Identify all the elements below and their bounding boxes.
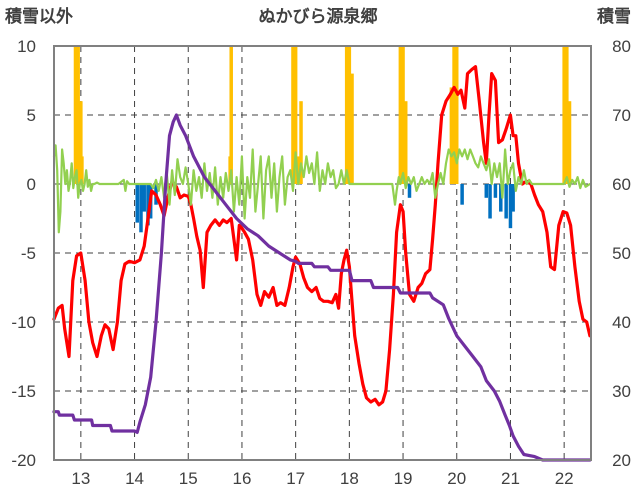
right-tick-label: 40 [612, 313, 631, 332]
x-tick-label: 14 [125, 469, 144, 488]
x-tick-label: 17 [286, 469, 305, 488]
left-tick-label: -10 [11, 313, 36, 332]
snowfall-bar [455, 46, 459, 184]
right-axis-label: 積雪 [597, 6, 631, 26]
precipitation-bar [407, 184, 412, 198]
precipitation-bar [146, 184, 150, 226]
right-tick-label: 20 [612, 451, 631, 470]
snowfall-bar [73, 46, 78, 184]
chart-title: ぬかびら源泉郷 [259, 6, 378, 26]
left-tick-label: 5 [27, 106, 36, 125]
snowfall-bar [562, 46, 566, 184]
x-tick-label: 20 [447, 469, 466, 488]
right-tick-label: 30 [612, 382, 631, 401]
precipitation-bar [460, 184, 464, 205]
plot-frame [53, 45, 592, 461]
precipitation-bar [484, 184, 489, 198]
snowfall-bar [452, 46, 456, 184]
snowfall-bar [299, 101, 303, 184]
precipitation-bar [504, 184, 508, 219]
left-axis-label: 積雪以外 [5, 6, 73, 26]
x-tick-label: 13 [71, 469, 90, 488]
snowfall-bar [296, 156, 301, 184]
snowfall-bar [293, 46, 298, 184]
precipitation-bar [139, 184, 143, 233]
snow-depth-line [52, 113, 592, 462]
snowfall-bar [291, 46, 295, 184]
precipitation-bar [511, 184, 515, 212]
left-tick-label: -5 [21, 244, 36, 263]
x-tick-label: 21 [501, 469, 520, 488]
snowfall-bar [344, 46, 349, 184]
x-tick-label: 18 [340, 469, 359, 488]
snowfall-bar [350, 73, 354, 184]
temperature-line [52, 65, 592, 407]
x-tick-label: 19 [394, 469, 413, 488]
left-tick-label: -20 [11, 451, 36, 470]
precipitation-bar [493, 184, 498, 198]
snowfall-bar [401, 46, 405, 184]
wind-speed-line [52, 144, 591, 234]
precipitation-bar [142, 184, 146, 212]
grid [54, 46, 591, 460]
right-tick-label: 50 [612, 244, 631, 263]
snowfall-bar [76, 46, 80, 184]
snowfall-bar [398, 46, 403, 184]
left-tick-label: 0 [27, 175, 36, 194]
snowfall-bar [449, 87, 454, 184]
right-tick-label: 60 [612, 175, 631, 194]
snowfall-bar [347, 46, 352, 184]
precipitation-bar [135, 184, 139, 223]
x-tick-label: 15 [179, 469, 198, 488]
precipitation-bar [499, 184, 503, 212]
x-tick-labels: 13 14 15 16 17 18 19 20 21 22 [71, 469, 573, 488]
left-tick-labels: 10 5 0 -5 -10 -15 -20 [11, 37, 36, 470]
precipitation-bar [508, 184, 513, 229]
right-tick-label: 80 [612, 37, 631, 56]
snowfall-bar [565, 46, 569, 184]
snowfall-bar [229, 46, 233, 184]
left-tick-label: 10 [17, 37, 36, 56]
snowfall-bar [403, 101, 408, 184]
left-tick-label: -15 [11, 382, 36, 401]
right-tick-labels: 80 70 60 50 40 30 20 [612, 37, 631, 470]
snowfall-bar [79, 101, 83, 184]
bar-series [73, 46, 572, 233]
line-series [52, 65, 592, 462]
x-tick-label: 22 [555, 469, 574, 488]
snowfall-bar [80, 156, 84, 184]
precipitation-bar [488, 184, 492, 219]
x-tick-label: 16 [232, 469, 251, 488]
right-tick-label: 70 [612, 106, 631, 125]
snowfall-bar [567, 101, 572, 184]
